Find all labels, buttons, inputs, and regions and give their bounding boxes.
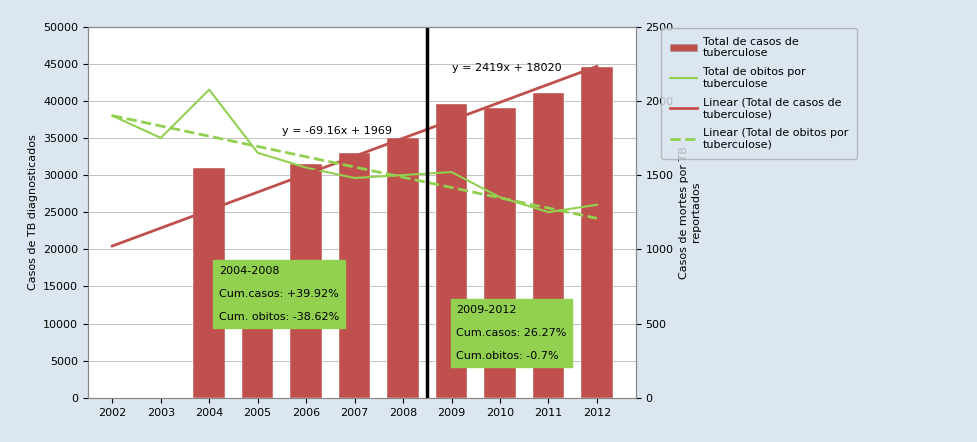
Text: y = -69.16x + 1969: y = -69.16x + 1969 bbox=[281, 126, 392, 136]
Bar bbox=[484, 108, 515, 398]
Bar bbox=[338, 153, 370, 398]
Text: y = 2419x + 18020: y = 2419x + 18020 bbox=[451, 63, 561, 73]
Bar bbox=[241, 260, 274, 398]
Bar bbox=[436, 104, 467, 398]
Bar bbox=[387, 138, 418, 398]
Bar bbox=[532, 93, 564, 398]
Y-axis label: Casos de mortes por TB
reportados: Casos de mortes por TB reportados bbox=[678, 146, 700, 278]
Legend: Total de casos de
tuberculose, Total de obitos por
tuberculose, Linear (Total de: Total de casos de tuberculose, Total de … bbox=[660, 28, 857, 159]
Text: 2009-2012

Cum.casos: 26.27%

Cum.obitos: -0.7%: 2009-2012 Cum.casos: 26.27% Cum.obitos: … bbox=[456, 305, 566, 362]
Text: 2004-2008

Cum.casos: +39.92%

Cum. obitos: -38.62%: 2004-2008 Cum.casos: +39.92% Cum. obitos… bbox=[219, 266, 339, 322]
Bar bbox=[290, 164, 321, 398]
Bar bbox=[193, 168, 225, 398]
Bar bbox=[580, 67, 612, 398]
Y-axis label: Casos de TB diagnosticados: Casos de TB diagnosticados bbox=[27, 134, 37, 290]
